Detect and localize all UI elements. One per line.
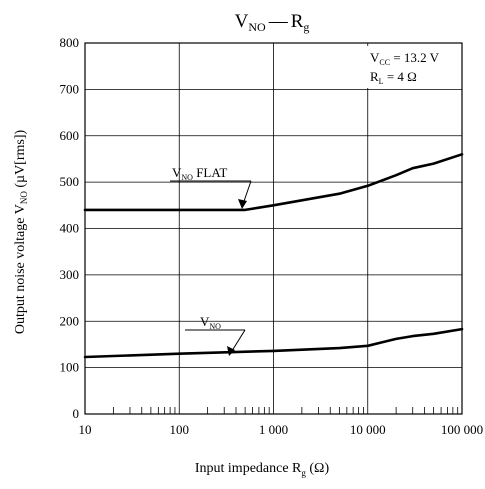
x-tick-label: 100 000 [441, 422, 483, 437]
y-tick-label: 0 [73, 406, 80, 421]
y-tick-label: 600 [60, 128, 80, 143]
y-tick-label: 800 [60, 35, 80, 50]
x-axis-label: Input impedance Rg (Ω) [195, 461, 330, 478]
series-line-vno [83, 327, 464, 359]
x-tick-label: 1 000 [259, 422, 288, 437]
svg-text:VNO: VNO [200, 314, 221, 331]
y-axis-label: Output noise voltage VNO (µV[rms]) [13, 129, 29, 334]
grid-lines [84, 42, 463, 415]
series-line-vno-flat [83, 153, 464, 212]
chart-title: VNO — Rg [235, 11, 310, 34]
series-lines [83, 153, 464, 359]
x-minor-ticks [112, 407, 459, 414]
y-tick-label: 400 [60, 221, 80, 236]
condition-vcc: VCC = 13.2 V [370, 50, 440, 67]
x-tick-label: 100 [170, 422, 190, 437]
x-tick-label: 10 000 [350, 422, 386, 437]
x-tick-labels: 10 100 1 000 10 000 100 000 [79, 422, 484, 437]
y-tick-label: 700 [60, 81, 80, 96]
series-label-vno: VNO [185, 314, 246, 356]
y-tick-label: 100 [60, 360, 80, 375]
y-tick-labels: 0 100 200 300 400 500 600 700 800 [60, 35, 80, 421]
y-tick-label: 500 [60, 174, 80, 189]
y-tick-label: 300 [60, 267, 80, 282]
y-tick-label: 200 [60, 313, 80, 328]
x-tick-label: 10 [79, 422, 92, 437]
plot-frame [84, 42, 463, 415]
condition-rl: RL = 4 Ω [370, 69, 417, 86]
series-label-vno-flat: VNO FLAT [170, 165, 252, 209]
svg-text:VNO FLAT: VNO FLAT [172, 165, 227, 182]
conditions-background [360, 46, 460, 88]
